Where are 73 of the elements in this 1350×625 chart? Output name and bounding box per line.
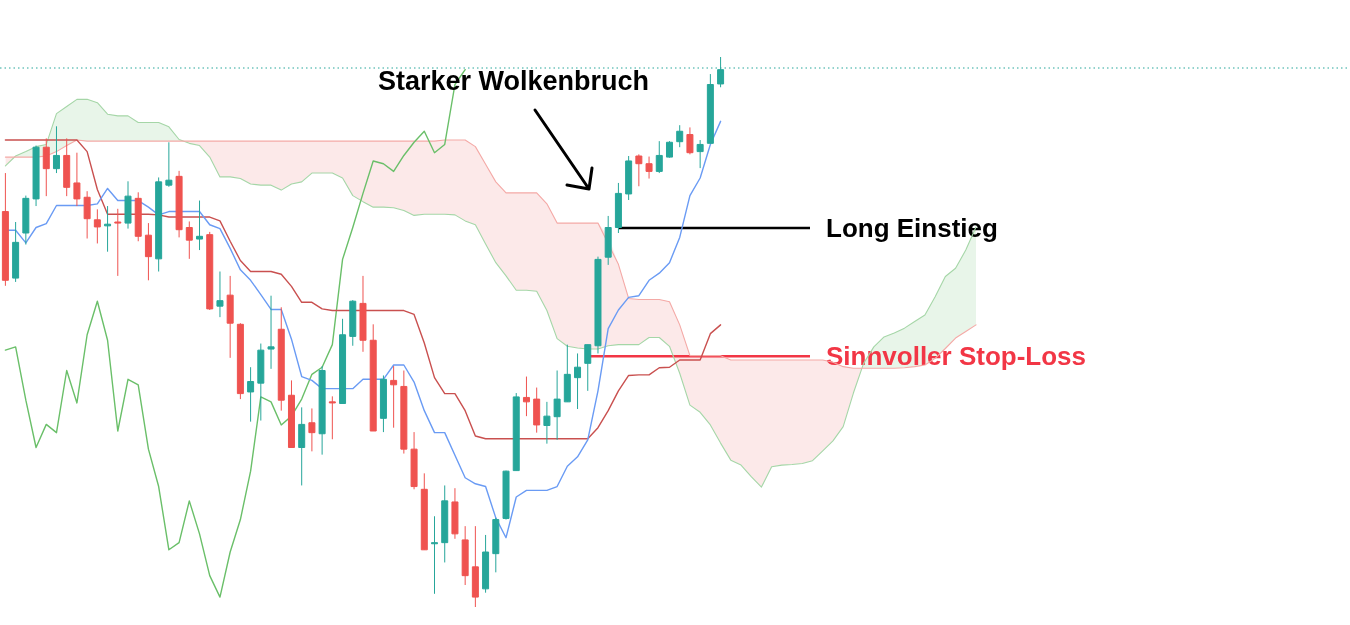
candlestick xyxy=(144,222,152,281)
candlestick xyxy=(114,208,122,277)
ref-line-label: Long Einstieg xyxy=(826,213,998,244)
candlestick xyxy=(328,395,336,440)
candlestick xyxy=(379,374,387,433)
candlestick xyxy=(22,195,30,246)
candlestick xyxy=(410,431,418,490)
candlestick xyxy=(543,401,551,445)
candlestick xyxy=(349,299,357,347)
candlestick xyxy=(400,370,408,455)
candlestick xyxy=(574,352,582,410)
candlestick xyxy=(155,176,163,272)
candlestick xyxy=(83,190,91,239)
candlestick xyxy=(63,137,71,197)
candlestick xyxy=(461,525,469,586)
candlestick xyxy=(185,220,193,260)
ref-line-label: Sinnvoller Stop-Loss xyxy=(826,341,1087,372)
candlestick xyxy=(471,525,479,608)
candlestick xyxy=(625,155,633,201)
candlestick xyxy=(277,306,285,412)
candlestick xyxy=(696,139,704,169)
candlestick xyxy=(308,407,316,452)
candlestick xyxy=(390,365,398,429)
candlestick xyxy=(553,370,561,441)
candlestick xyxy=(563,344,571,403)
candlestick xyxy=(32,145,40,207)
candlestick xyxy=(492,517,500,573)
candlestick xyxy=(42,137,50,197)
candlestick xyxy=(655,140,663,174)
candlestick xyxy=(441,484,449,563)
candlestick xyxy=(206,231,214,311)
candlestick xyxy=(512,392,520,472)
candlestick xyxy=(257,343,265,422)
candlestick xyxy=(594,256,602,354)
candlestick xyxy=(533,387,541,434)
candlestick xyxy=(1,172,9,287)
candlestick xyxy=(247,366,255,423)
candlestick xyxy=(287,379,295,448)
candlestick xyxy=(124,180,132,230)
candlestick xyxy=(502,470,510,521)
candlestick xyxy=(267,295,275,370)
annotation: Starker Wolkenbruch xyxy=(378,66,650,96)
candlestick xyxy=(614,182,622,234)
candlestick xyxy=(318,365,326,456)
candlestick xyxy=(236,322,244,400)
candlestick xyxy=(104,205,112,253)
candlestick xyxy=(339,318,347,404)
candlestick xyxy=(216,271,224,318)
candlestick xyxy=(175,170,183,238)
candlestick xyxy=(93,208,101,244)
candlestick xyxy=(706,73,714,144)
candlestick xyxy=(196,200,204,251)
candlestick xyxy=(676,124,684,148)
candlestick xyxy=(451,487,459,540)
candlestick xyxy=(686,126,694,155)
candlestick xyxy=(645,156,653,180)
candlestick xyxy=(298,406,306,486)
candlestick xyxy=(584,344,592,392)
candlestick xyxy=(369,323,377,432)
candlestick xyxy=(522,376,530,417)
candlestick xyxy=(635,153,643,187)
candlestick xyxy=(73,152,81,207)
candlestick xyxy=(52,125,60,174)
candlestick xyxy=(134,191,142,242)
candlestick xyxy=(12,221,20,283)
candlestick xyxy=(420,472,428,551)
candlestick xyxy=(482,534,490,594)
candlestick xyxy=(359,275,367,353)
candlestick xyxy=(431,515,439,595)
candlestick xyxy=(665,140,673,159)
candlestick xyxy=(165,141,173,188)
candlestick xyxy=(604,215,612,266)
candlestick xyxy=(226,275,234,359)
